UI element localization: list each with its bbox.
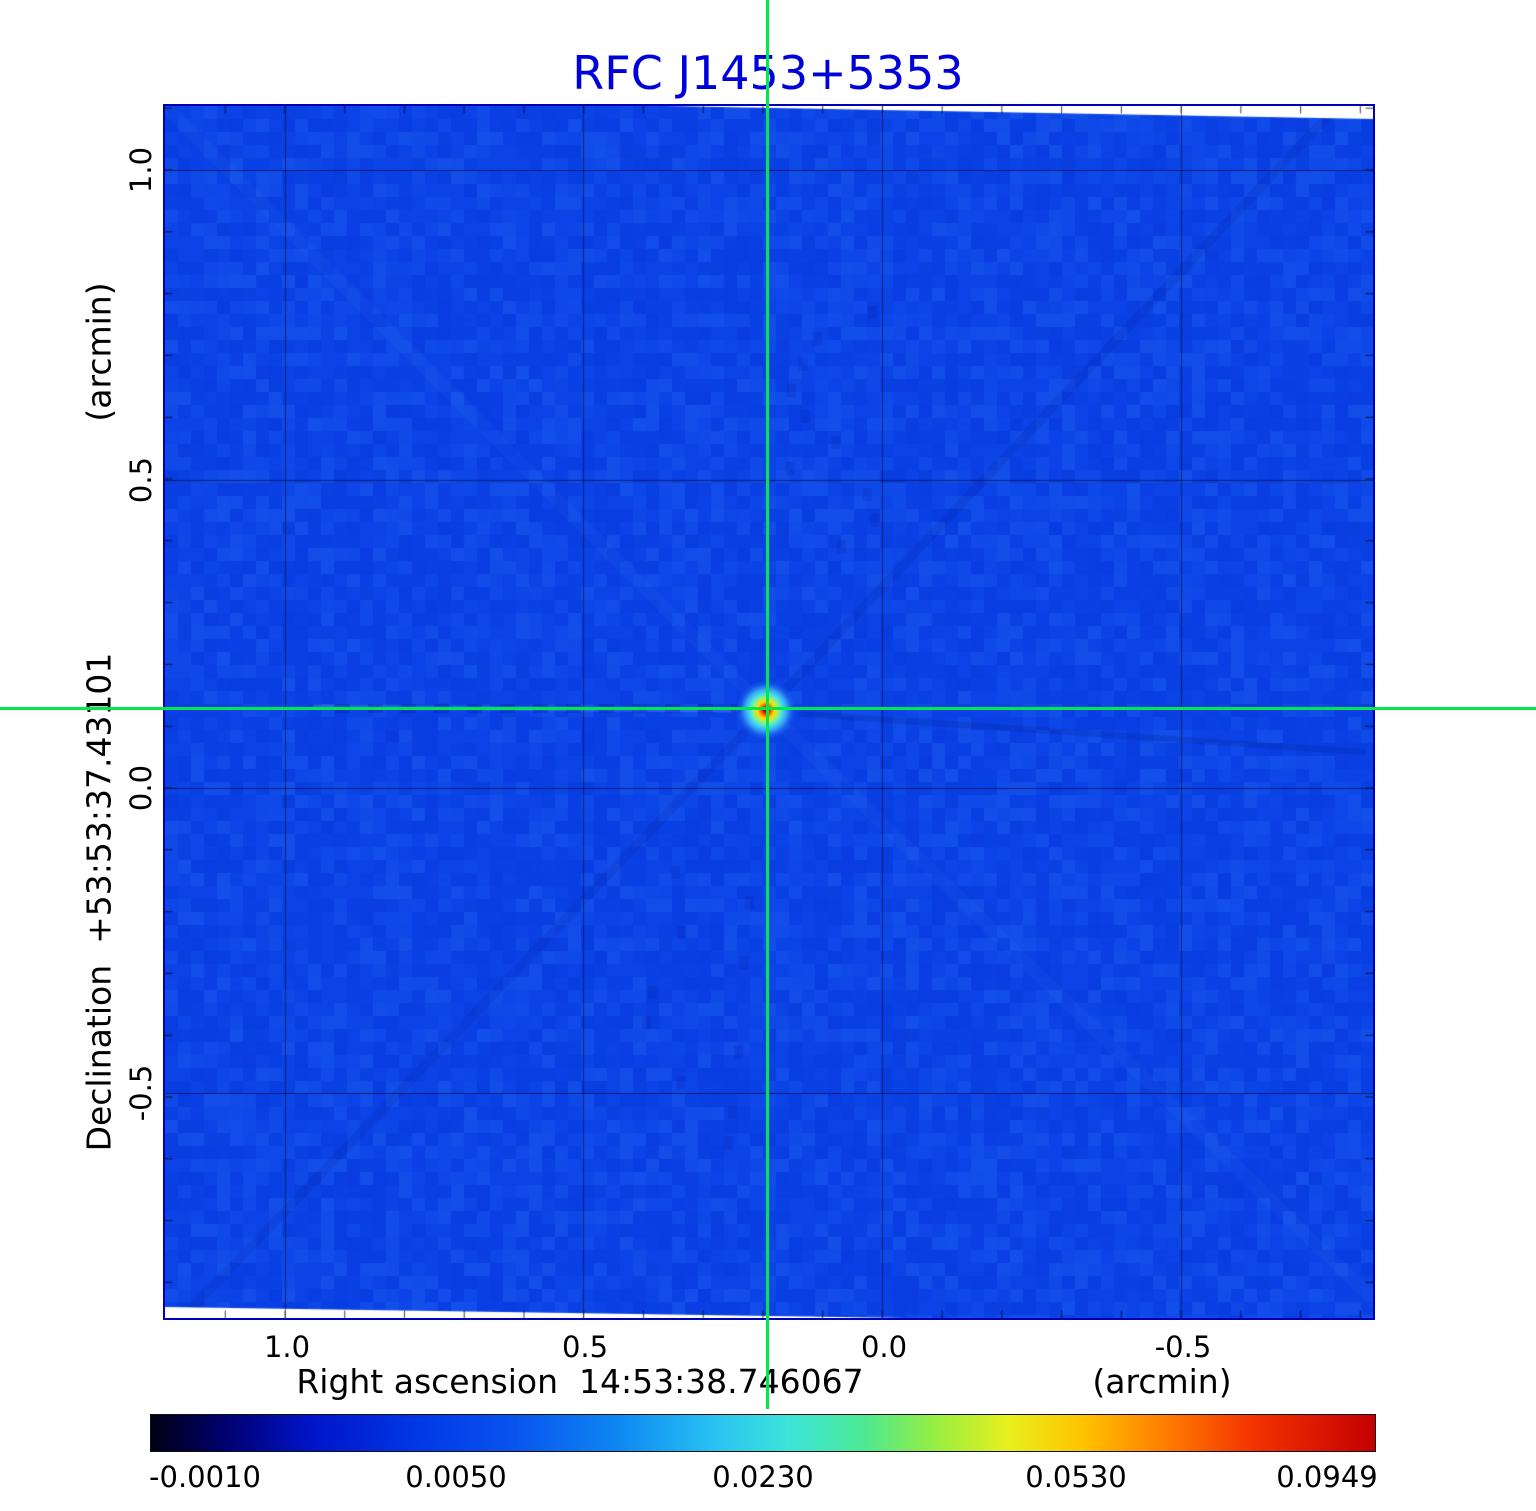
x-tick-label: 1.0 xyxy=(263,1330,311,1364)
colorbar-gradient xyxy=(150,1414,1376,1452)
x-tick-label: 0.5 xyxy=(561,1330,609,1364)
plot-title: RFC J1453+5353 xyxy=(572,46,964,100)
y-axis-label: Declination +53:53:37.43101 xyxy=(79,652,119,1152)
colorbar-tick-label: -0.0010 xyxy=(149,1460,261,1494)
crosshair-horizontal-line xyxy=(0,707,1536,710)
y-tick-label: 0.5 xyxy=(124,456,158,504)
colorbar-tick-label: 0.0530 xyxy=(1025,1460,1127,1494)
x-tick-label: -0.5 xyxy=(1154,1330,1212,1364)
radio-image-canvas xyxy=(165,106,1373,1318)
colorbar-tick-label: 0.0050 xyxy=(405,1460,507,1494)
colorbar-tick-label: 0.0230 xyxy=(712,1460,814,1494)
x-tick-label: 0.0 xyxy=(860,1330,908,1364)
colorbar-tick-label: 0.0949 xyxy=(1276,1460,1378,1494)
x-axis-label: Right ascension 14:53:38.746067 xyxy=(296,1362,864,1401)
y-tick-label: 1.0 xyxy=(124,146,158,194)
y-tick-label: -0.5 xyxy=(124,1064,158,1122)
x-axis-unit-label: (arcmin) xyxy=(1092,1362,1232,1401)
y-axis-unit-label: (arcmin) xyxy=(79,282,119,422)
crosshair-vertical-line xyxy=(766,0,769,1409)
plot-frame xyxy=(163,104,1375,1320)
y-tick-label: 0.0 xyxy=(124,764,158,812)
